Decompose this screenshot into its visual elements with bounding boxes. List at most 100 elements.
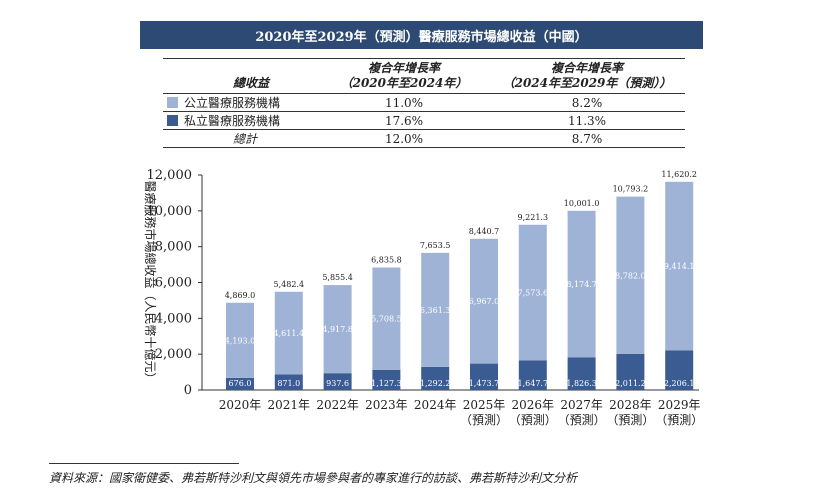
x-tick-label: 2028年	[609, 398, 652, 412]
bar-public	[226, 302, 254, 378]
legend-swatch-private	[167, 115, 178, 126]
header-cagr2-line2: （2024年至2029年（預測））	[502, 76, 672, 90]
bar-public	[274, 291, 303, 375]
x-tick-sublabel: （預測）	[606, 413, 654, 427]
bar-public	[518, 224, 547, 361]
bar-public	[323, 285, 352, 374]
bar-public	[470, 238, 498, 364]
bar-private	[518, 360, 547, 390]
bar-public	[372, 267, 401, 370]
data-label-private: 1,127.3	[371, 379, 402, 388]
data-label-total: 5,482.4	[274, 280, 305, 289]
x-tick-label: 2025年	[463, 398, 506, 412]
y-tick-label: 10,000	[147, 204, 193, 219]
bar-private	[323, 373, 352, 390]
x-tick-label: 2022年	[316, 398, 359, 412]
data-label-private: 1,292.2	[420, 379, 451, 388]
cagr2-public: 8.2%	[571, 95, 603, 110]
y-axis-title: 醫療服務市場總收益（人民幣十億元）	[143, 180, 158, 384]
data-label-public: 7,573.6	[518, 289, 549, 298]
bar-private	[372, 369, 401, 390]
legend-label-public: 公立醫療服務機構	[184, 96, 281, 110]
data-label-total: 4,869.0	[225, 291, 256, 300]
data-label-public: 9,414.1	[664, 262, 695, 271]
source-note: 資料來源：國家衛健委、弗若斯特沙利文與領先市場參與者的專家進行的訪談、弗若斯特沙…	[49, 471, 578, 485]
data-label-public: 4,611.4	[274, 329, 305, 338]
data-label-private: 676.0	[229, 379, 252, 388]
bar-private	[421, 366, 450, 390]
data-label-private: 1,473.7	[469, 379, 500, 388]
data-label-private: 937.6	[326, 379, 349, 388]
x-tick-label: 2027年	[560, 398, 603, 412]
data-label-public: 8,782.0	[615, 271, 646, 280]
bar-private	[470, 363, 498, 390]
cagr1-public: 11.0%	[384, 95, 424, 110]
chart-title: 2020年至2029年（預測）醫療服務市場總收益（中國）	[140, 21, 703, 49]
data-label-private: 2,011.2	[615, 379, 646, 388]
legend-public: 公立醫療服務機構	[163, 94, 319, 112]
data-label-private: 1,647.7	[518, 379, 549, 388]
data-label-total: 6,835.8	[371, 256, 402, 265]
data-label-public: 8,174.7	[566, 280, 597, 289]
table-row-total: 總計 12.0% 8.7%	[163, 130, 685, 148]
bar-private	[274, 374, 303, 390]
cagr1-total: 12.0%	[384, 131, 424, 146]
bar-private	[665, 350, 694, 390]
y-tick-label: 12,000	[147, 168, 193, 183]
cagr2-total: 8.7%	[571, 131, 603, 146]
y-tick-label: 4,000	[155, 311, 192, 326]
data-label-public: 6,361.3	[420, 306, 451, 315]
data-label-private: 2,206.1	[664, 379, 695, 388]
table-row-public: 公立醫療服務機構 11.0% 8.2%	[163, 94, 685, 112]
header-cagr1-line1: 複合年增長率	[367, 61, 440, 75]
x-tick-sublabel: （預測）	[655, 413, 703, 427]
total-label: 總計	[233, 132, 258, 146]
bar-private	[226, 377, 254, 390]
data-label-public: 4,193.0	[225, 336, 256, 345]
legend-label-private: 私立醫療服務機構	[184, 114, 281, 128]
data-label-total: 7,653.5	[420, 241, 451, 250]
data-label-total: 11,620.2	[661, 170, 697, 179]
bar-private	[616, 353, 645, 390]
source-divider	[49, 463, 239, 464]
data-label-public: 6,967.0	[469, 297, 500, 306]
x-tick-sublabel: （預測）	[558, 413, 606, 427]
y-tick-label: 2,000	[155, 347, 192, 362]
x-tick-sublabel: （預測）	[509, 413, 557, 427]
cagr1-private: 17.6%	[384, 113, 424, 128]
header-cagr-2020-2024: 複合年增長率 （2020年至2024年）	[319, 59, 489, 94]
x-tick-label: 2021年	[268, 398, 311, 412]
data-label-private: 1,826.3	[566, 379, 597, 388]
cagr2-private: 11.3%	[567, 113, 607, 128]
x-tick-label: 2020年	[219, 398, 262, 412]
legend-private: 私立醫療服務機構	[163, 112, 319, 130]
data-label-total: 10,001.0	[564, 199, 600, 208]
bar-public	[421, 252, 450, 367]
header-cagr1-line2: （2020年至2024年）	[340, 76, 468, 90]
data-label-private: 871.0	[277, 379, 300, 388]
x-tick-label: 2026年	[512, 398, 555, 412]
y-tick-label: 8,000	[155, 240, 192, 255]
data-label-public: 5,708.5	[371, 315, 402, 324]
x-tick-sublabel: （預測）	[460, 413, 508, 427]
data-label-total: 9,221.3	[518, 213, 549, 222]
data-label-public: 4,917.8	[322, 325, 353, 334]
data-label-total: 5,855.4	[322, 273, 353, 282]
y-tick-label: 6,000	[155, 276, 192, 291]
stacked-bar-chart: 0 2,000 4,000 6,000 8,000 10,000 12,000醫療服務市場總…	[143, 168, 703, 427]
bar-public	[616, 196, 645, 354]
x-tick-label: 2024年	[414, 398, 457, 412]
bar-public	[665, 181, 694, 351]
cagr-table-header: 總收益 複合年增長率 （2020年至2024年） 複合年增長率 （2024年至2…	[163, 58, 685, 94]
legend-swatch-public	[167, 97, 178, 108]
cagr-table: 總收益 複合年增長率 （2020年至2024年） 複合年增長率 （2024年至2…	[163, 58, 685, 148]
bar-private	[567, 357, 596, 390]
bar-public	[567, 210, 596, 358]
header-cagr2-line1: 複合年增長率	[550, 61, 623, 75]
header-cagr-2024-2029: 複合年增長率 （2024年至2029年（預測））	[489, 59, 685, 94]
data-label-total: 10,793.2	[613, 185, 649, 194]
header-total-revenue: 總收益	[233, 76, 270, 90]
x-tick-label: 2029年	[658, 398, 701, 412]
data-label-total: 8,440.7	[469, 227, 500, 236]
x-tick-label: 2023年	[365, 398, 408, 412]
